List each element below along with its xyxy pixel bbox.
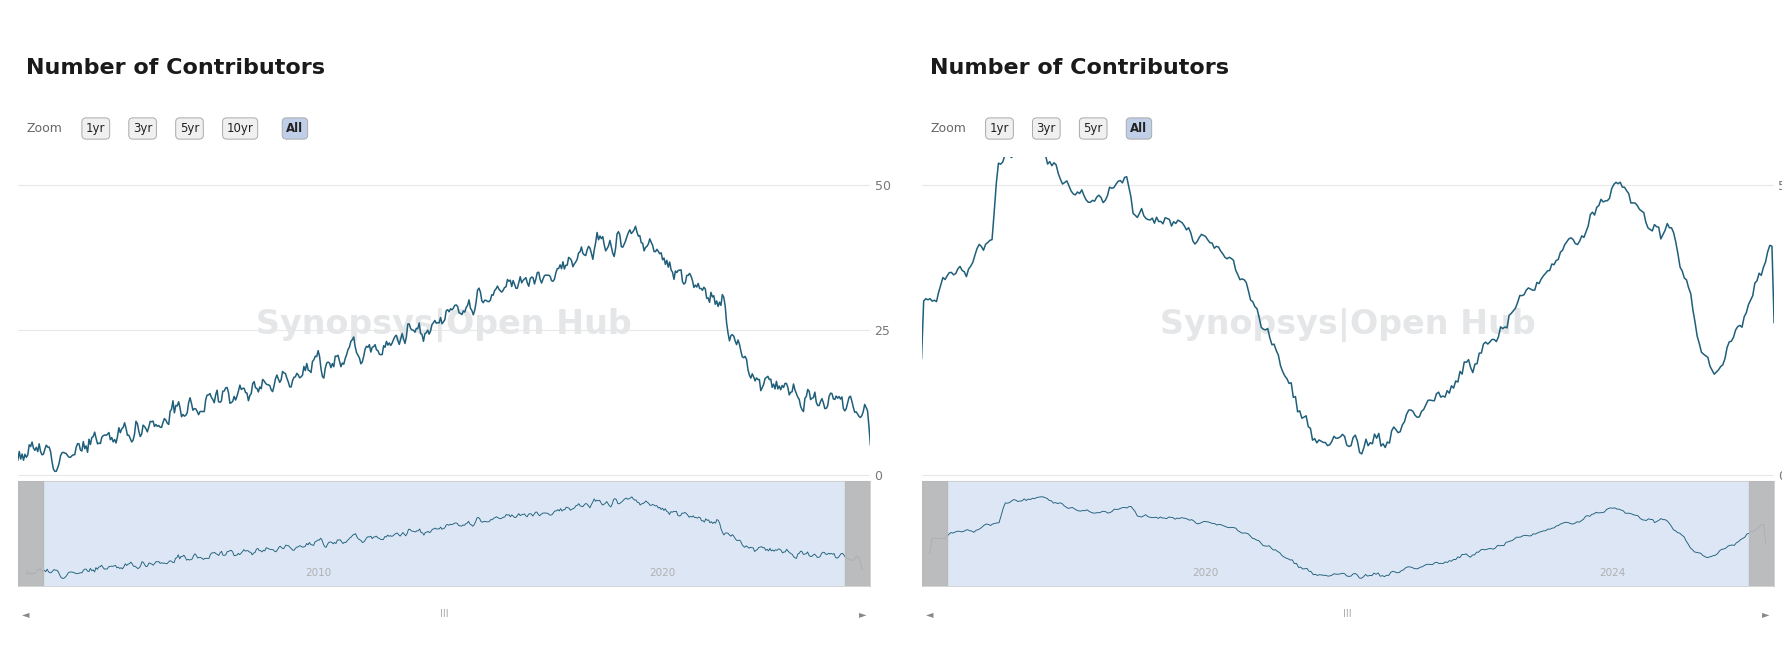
Text: Zoom: Zoom	[27, 122, 62, 135]
Text: 2024: 2024	[1598, 568, 1625, 578]
Text: 3yr: 3yr	[134, 122, 151, 135]
Text: 10yr: 10yr	[226, 122, 253, 135]
Text: 2020: 2020	[649, 568, 675, 578]
Text: ►: ►	[859, 609, 866, 620]
Text: 1yr: 1yr	[989, 122, 1009, 135]
Text: Zoom: Zoom	[930, 122, 966, 135]
Bar	[1748, 480, 1773, 587]
Text: 1yr: 1yr	[86, 122, 105, 135]
Text: Synopsys|Open Hub: Synopsys|Open Hub	[1160, 308, 1534, 342]
Bar	[845, 480, 870, 587]
Text: Number of Contributors: Number of Contributors	[27, 58, 324, 78]
Text: Number of Contributors: Number of Contributors	[930, 58, 1228, 78]
Text: 2010: 2010	[305, 568, 331, 578]
Text: III: III	[1344, 609, 1351, 620]
Text: 5yr: 5yr	[180, 122, 200, 135]
Text: All: All	[287, 122, 303, 135]
Bar	[18, 480, 43, 587]
Text: 3yr: 3yr	[1035, 122, 1055, 135]
Text: 5yr: 5yr	[1083, 122, 1103, 135]
Text: 2020: 2020	[1192, 568, 1217, 578]
Text: III: III	[440, 609, 447, 620]
Text: Synopsys|Open Hub: Synopsys|Open Hub	[257, 308, 631, 342]
Bar	[921, 480, 946, 587]
Text: All: All	[1130, 122, 1148, 135]
Text: ◄: ◄	[21, 609, 30, 620]
Text: ►: ►	[1761, 609, 1770, 620]
Text: ◄: ◄	[925, 609, 932, 620]
